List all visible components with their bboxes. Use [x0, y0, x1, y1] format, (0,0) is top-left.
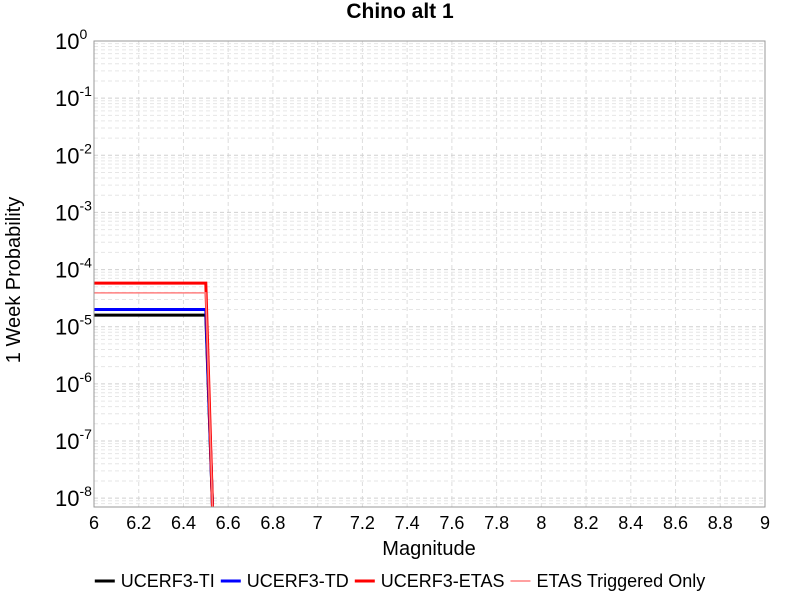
x-tick-label: 6.4 [171, 513, 196, 533]
y-axis-ticks: 100 10-1 10-2 10-3 10-4 10-5 10-6 10-7 10-8 [55, 26, 92, 511]
legend-item: UCERF3-ETAS [354, 571, 505, 591]
x-tick-label: 7.2 [350, 513, 375, 533]
x-tick-label: 7.8 [484, 513, 509, 533]
y-tick-label: 10-7 [55, 426, 92, 454]
x-tick-label: 8 [536, 513, 546, 533]
x-tick-label: 8.2 [574, 513, 599, 533]
x-tick-label: 6.6 [216, 513, 241, 533]
legend-label: UCERF3-TI [121, 571, 215, 591]
x-tick-label: 7.6 [439, 513, 464, 533]
y-tick-label: 10-4 [55, 255, 92, 283]
x-tick-label: 8.6 [663, 513, 688, 533]
series-line [94, 292, 214, 508]
y-tick-label: 10-8 [55, 483, 92, 511]
plot-border [93, 40, 766, 508]
y-tick-label: 10-6 [55, 369, 92, 397]
x-tick-label: 6.8 [260, 513, 285, 533]
legend: UCERF3-TI UCERF3-TD UCERF3-ETAS ETAS Trigge… [94, 571, 705, 591]
x-tick-label: 8.4 [618, 513, 643, 533]
series-layer [94, 281, 214, 508]
x-tick-label: 9 [760, 513, 770, 533]
legend-label: UCERF3-TD [247, 571, 349, 591]
legend-label: UCERF3-ETAS [381, 571, 505, 591]
y-tick-label: 100 [55, 26, 87, 54]
chart-title: Chino alt 1 [346, 0, 454, 23]
legend-item: UCERF3-TD [220, 571, 349, 591]
legend-item: ETAS Triggered Only [510, 571, 705, 591]
y-tick-label: 10-3 [55, 197, 92, 225]
y-tick-label: 10-2 [55, 140, 92, 168]
x-tick-label: 6 [89, 513, 99, 533]
x-tick-label: 7 [313, 513, 323, 533]
x-tick-label: 6.2 [126, 513, 151, 533]
y-axis-label: 1 Week Probability [3, 197, 25, 363]
x-tick-label: 8.8 [708, 513, 733, 533]
y-tick-label: 10-5 [55, 312, 92, 340]
legend-item: UCERF3-TI [94, 571, 215, 591]
x-axis-label: Magnitude [382, 538, 475, 560]
x-axis-ticks: 6 6.2 6.4 6.6 6.8 7 7.2 7.4 7.6 7.8 8 8.2 8.4 8.6 8.8 9 [89, 513, 770, 533]
x-tick-label: 7.4 [395, 513, 420, 533]
plot-area [94, 41, 765, 507]
legend-label: ETAS Triggered Only [536, 571, 705, 591]
y-tick-label: 10-1 [55, 83, 92, 111]
